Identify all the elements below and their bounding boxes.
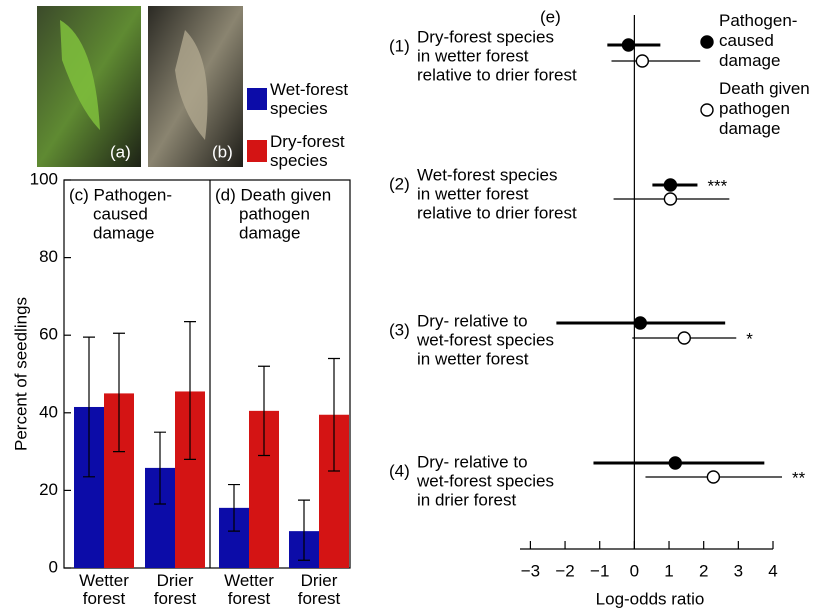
row-number: (3) <box>389 320 410 339</box>
row-label: Wet-forest species <box>417 165 557 184</box>
y-tick-label: 100 <box>30 169 58 188</box>
y-tick-label: 80 <box>39 247 58 266</box>
row-number: (2) <box>389 174 410 193</box>
x-axis-title: Log-odds ratio <box>596 589 705 608</box>
x-tick-label: 0 <box>630 561 639 580</box>
row-label: wet-forest species <box>416 330 554 349</box>
row-label: wet-forest species <box>416 471 554 490</box>
row-label: in drier forest <box>417 490 516 509</box>
point-estimate <box>664 193 676 205</box>
point-estimate <box>636 55 648 67</box>
significance: ** <box>792 468 806 487</box>
row-number: (4) <box>389 461 410 480</box>
point-estimate <box>678 332 690 344</box>
y-tick-label: 40 <box>39 402 58 421</box>
y-tick-label: 60 <box>39 325 58 344</box>
x-tick-label: −3 <box>521 561 540 580</box>
figure: (a) (b) 020406080100Percent of seedlings… <box>0 0 828 615</box>
panel-title: (c) Pathogen- <box>69 185 172 204</box>
panel-title: pathogen <box>239 204 310 223</box>
x-tick-label: 3 <box>734 561 743 580</box>
y-tick-label: 20 <box>39 480 58 499</box>
point-estimate <box>669 457 681 469</box>
x-tick-label: −2 <box>555 561 574 580</box>
x-tick-label: 2 <box>699 561 708 580</box>
row-label: Dry- relative to <box>417 452 528 471</box>
legend-marker <box>701 104 713 116</box>
row-label: in wetter forest <box>417 46 529 65</box>
point-estimate <box>664 179 676 191</box>
panel-title: damage <box>93 223 154 242</box>
row-label: Dry-forest species <box>417 27 554 46</box>
row-number: (1) <box>389 36 410 55</box>
row-label: Dry- relative to <box>417 311 528 330</box>
significance: *** <box>707 176 727 195</box>
point-estimate <box>634 317 646 329</box>
point-estimate <box>622 39 634 51</box>
legend-swatch <box>247 140 267 162</box>
panel-title: damage <box>239 223 300 242</box>
point-estimate <box>707 471 719 483</box>
x-tick-label: −1 <box>590 561 609 580</box>
row-label: in wetter forest <box>417 184 529 203</box>
panel-title: (d) Death given <box>215 185 331 204</box>
legend-marker <box>701 36 713 48</box>
y-axis-title: Percent of seedlings <box>11 297 30 451</box>
row-label: relative to drier forest <box>417 203 577 222</box>
row-label: relative to drier forest <box>417 65 577 84</box>
photo-label: (a) <box>110 142 131 161</box>
panel-title: caused <box>93 204 148 223</box>
panel-label: (e) <box>540 7 561 26</box>
row-label: in wetter forest <box>417 349 529 368</box>
significance: * <box>746 329 753 348</box>
legend-swatch <box>247 88 267 110</box>
y-tick-label: 0 <box>49 557 58 576</box>
x-tick-label: 1 <box>664 561 673 580</box>
x-tick-label: 4 <box>768 561 777 580</box>
photo-label: (b) <box>212 142 233 161</box>
